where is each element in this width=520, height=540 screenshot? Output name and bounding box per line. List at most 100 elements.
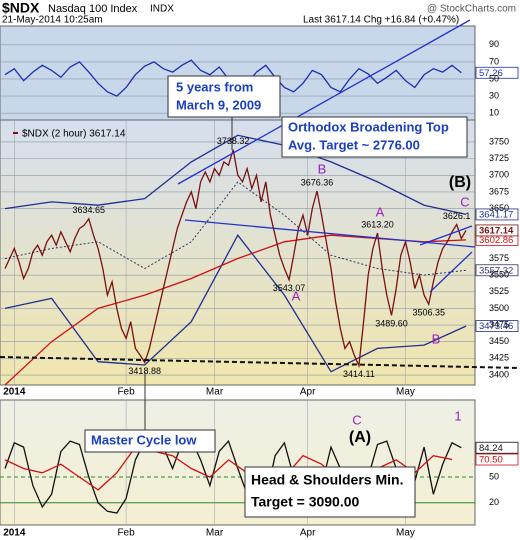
- end-label: 3602.86: [479, 235, 513, 246]
- quote: Last 3617.14 Chg +16.84 (+0.47%): [303, 15, 459, 26]
- trendline: [177, 19, 471, 185]
- wave-label: C: [460, 194, 469, 209]
- wave-labels: (B) B A C A B C 1 (A): [292, 161, 471, 446]
- price-label: 3506.35: [412, 308, 445, 318]
- price-label: 3418.88: [128, 366, 161, 376]
- end-labels: 57.26 3641.17 3473.46 3557.32 3602.863617.14…: [475, 66, 519, 466]
- legend: $NDX (2 hour) 3617.14: [22, 129, 126, 140]
- end-label: 70.50: [479, 455, 503, 466]
- series-line: [4, 437, 462, 514]
- wave-label: A: [376, 204, 385, 219]
- end-label-box: [475, 441, 519, 454]
- price-panel: [0, 119, 476, 386]
- price-label: 3738.32: [217, 136, 250, 146]
- wave-label: (A): [349, 429, 371, 446]
- end-label-box: [475, 320, 519, 333]
- y-tick-label: 3750: [489, 136, 509, 146]
- end-label: 3617.14: [479, 225, 514, 236]
- price-label: 3414.11: [343, 369, 375, 379]
- y-tick-label: 70: [489, 56, 499, 66]
- box: [84, 429, 216, 453]
- price-label: 3676.36: [301, 177, 334, 187]
- datetime: 21-May-2014 10:25am: [2, 15, 103, 26]
- wave-label: (B): [449, 174, 471, 191]
- end-label: 57.26: [479, 68, 503, 79]
- box: [167, 75, 281, 118]
- annotation-box: Head & Shoulders Min. Target = 3090.00: [244, 466, 416, 518]
- trendline: [419, 225, 473, 246]
- x-tick-label: May: [396, 528, 415, 539]
- index-name: Nasdaq 100 Index: [48, 3, 138, 15]
- end-label: 84.24: [479, 443, 503, 454]
- x-tick-label: 2014: [3, 528, 26, 539]
- support-line: [0, 356, 520, 369]
- x-tick-label: Apr: [300, 387, 316, 398]
- x-tick-label: 2014: [3, 387, 26, 398]
- annotation-line: Head & Shoulders Min.: [251, 472, 403, 488]
- end-label-box: [475, 453, 519, 466]
- annotation-line: Orthodox Broadening Top: [288, 119, 449, 134]
- end-label-box: [475, 66, 519, 79]
- x-tick-label: Feb: [117, 528, 135, 539]
- annotation-line: Master Cycle low: [91, 432, 197, 447]
- y-tick-label: 3450: [489, 336, 509, 346]
- series-line: [4, 234, 467, 373]
- annotation-line: Target = 3090.00: [251, 494, 360, 510]
- box: [244, 466, 416, 518]
- y-tick-label: 3550: [489, 270, 509, 280]
- box: [281, 116, 468, 158]
- y-tick-label: 3400: [489, 369, 509, 379]
- price-label: 3613.20: [361, 219, 394, 229]
- x-tick-label: Feb: [117, 387, 135, 398]
- price-label: 3626.1: [443, 211, 471, 221]
- x-tick-label: Apr: [300, 528, 316, 539]
- wave-label: 1: [454, 408, 461, 423]
- annotation-line: 5 years from: [176, 79, 253, 94]
- y-tick-label: 10: [489, 108, 499, 118]
- y-tick-label: 3500: [489, 303, 509, 313]
- price-label: 3543.07: [273, 283, 306, 293]
- end-label-box: [475, 264, 519, 277]
- wave-label: A: [292, 288, 301, 303]
- annotation-box: Master Cycle low: [84, 372, 216, 453]
- y-tick-label: 3650: [489, 203, 509, 213]
- series-line: [4, 181, 467, 276]
- wave-label: C: [352, 412, 361, 427]
- y-tick-label: 3475: [489, 319, 509, 329]
- trendlines: [177, 19, 476, 293]
- price-label: 3634.65: [73, 205, 106, 215]
- source: @ StockCharts.com: [427, 4, 516, 15]
- y-tick-label: 3425: [489, 353, 509, 363]
- y-tick-label: 3700: [489, 170, 509, 180]
- y-tick-label: 3675: [489, 186, 509, 196]
- y-tick-label: 50: [489, 471, 499, 481]
- end-label-box: [475, 224, 519, 237]
- price-label: 3489.60: [375, 319, 408, 329]
- y-tick-label: 20: [489, 497, 499, 507]
- end-label: 3473.46: [479, 321, 513, 332]
- y-tick-label: 3525: [489, 286, 509, 296]
- y-tick-label: 50: [489, 73, 499, 83]
- y-tick-label: 3575: [489, 253, 509, 263]
- end-label: 3641.17: [479, 209, 513, 220]
- wave-label: B: [318, 161, 327, 176]
- y-tick-label: 3725: [489, 153, 509, 163]
- series-line: [4, 134, 467, 216]
- series-line: [4, 149, 467, 369]
- end-label-box: [475, 208, 519, 221]
- y-tick-label: 30: [489, 90, 499, 100]
- annotation-line: March 9, 2009: [176, 97, 261, 112]
- annotation-line: Avg. Target ~ 2776.00: [288, 137, 420, 152]
- trendline: [429, 251, 473, 293]
- x-tick-label: May: [396, 387, 415, 398]
- annotation-box: 5 years from March 9, 2009: [167, 75, 281, 150]
- wave-label: B: [432, 331, 441, 346]
- symbol: $NDX: [2, 0, 40, 16]
- y-tick-label: 90: [489, 39, 499, 49]
- exchange: INDX: [150, 4, 174, 15]
- annotation-box: Orthodox Broadening Top Avg. Target ~ 27…: [281, 116, 468, 158]
- x-tick-label: Mar: [206, 387, 224, 398]
- end-label: 3557.32: [479, 265, 513, 276]
- x-tick-label: Mar: [206, 528, 224, 539]
